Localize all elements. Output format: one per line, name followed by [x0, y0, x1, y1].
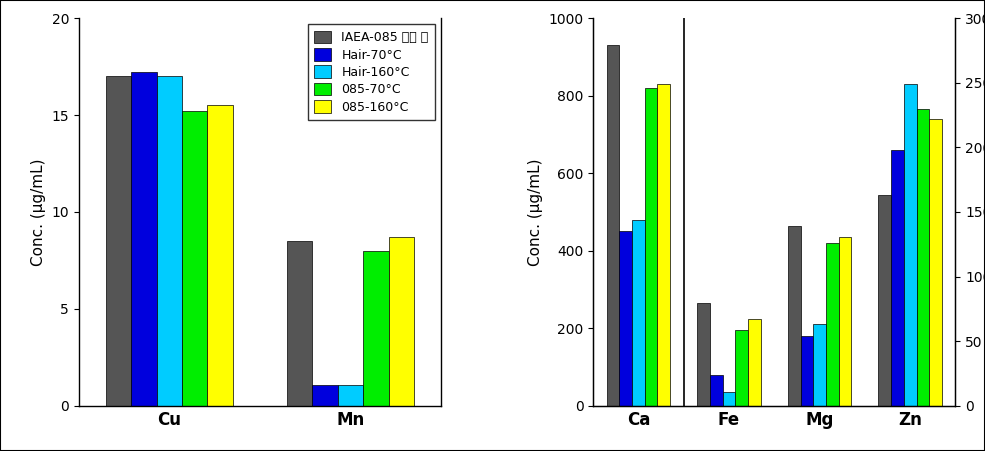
Bar: [723, 392, 736, 406]
Bar: [607, 45, 620, 406]
Bar: [287, 241, 312, 406]
Bar: [131, 72, 157, 406]
Bar: [879, 194, 891, 406]
Bar: [697, 303, 710, 406]
Y-axis label: Conc. (μg/mL): Conc. (μg/mL): [31, 158, 46, 266]
Bar: [658, 84, 670, 406]
Bar: [645, 88, 658, 406]
Bar: [891, 150, 904, 406]
Y-axis label: Conc. (μg/mL): Conc. (μg/mL): [528, 158, 543, 266]
Bar: [748, 318, 760, 406]
Bar: [788, 226, 801, 406]
Bar: [106, 76, 131, 406]
Bar: [916, 109, 929, 406]
Bar: [157, 76, 182, 406]
Bar: [388, 237, 414, 406]
Bar: [312, 385, 338, 406]
Bar: [208, 106, 232, 406]
Bar: [363, 251, 388, 406]
Bar: [736, 330, 748, 406]
Bar: [338, 385, 363, 406]
Bar: [838, 237, 851, 406]
Bar: [801, 336, 814, 406]
Bar: [620, 231, 632, 406]
Legend: IAEA-085 공인 값, Hair-70°C, Hair-160°C, 085-70°C, 085-160°C: IAEA-085 공인 값, Hair-70°C, Hair-160°C, 08…: [307, 24, 434, 120]
Bar: [710, 375, 723, 406]
Bar: [826, 243, 838, 406]
Bar: [182, 111, 208, 406]
Bar: [814, 324, 826, 406]
Bar: [929, 119, 942, 406]
Bar: [632, 220, 645, 406]
Bar: [904, 84, 916, 406]
